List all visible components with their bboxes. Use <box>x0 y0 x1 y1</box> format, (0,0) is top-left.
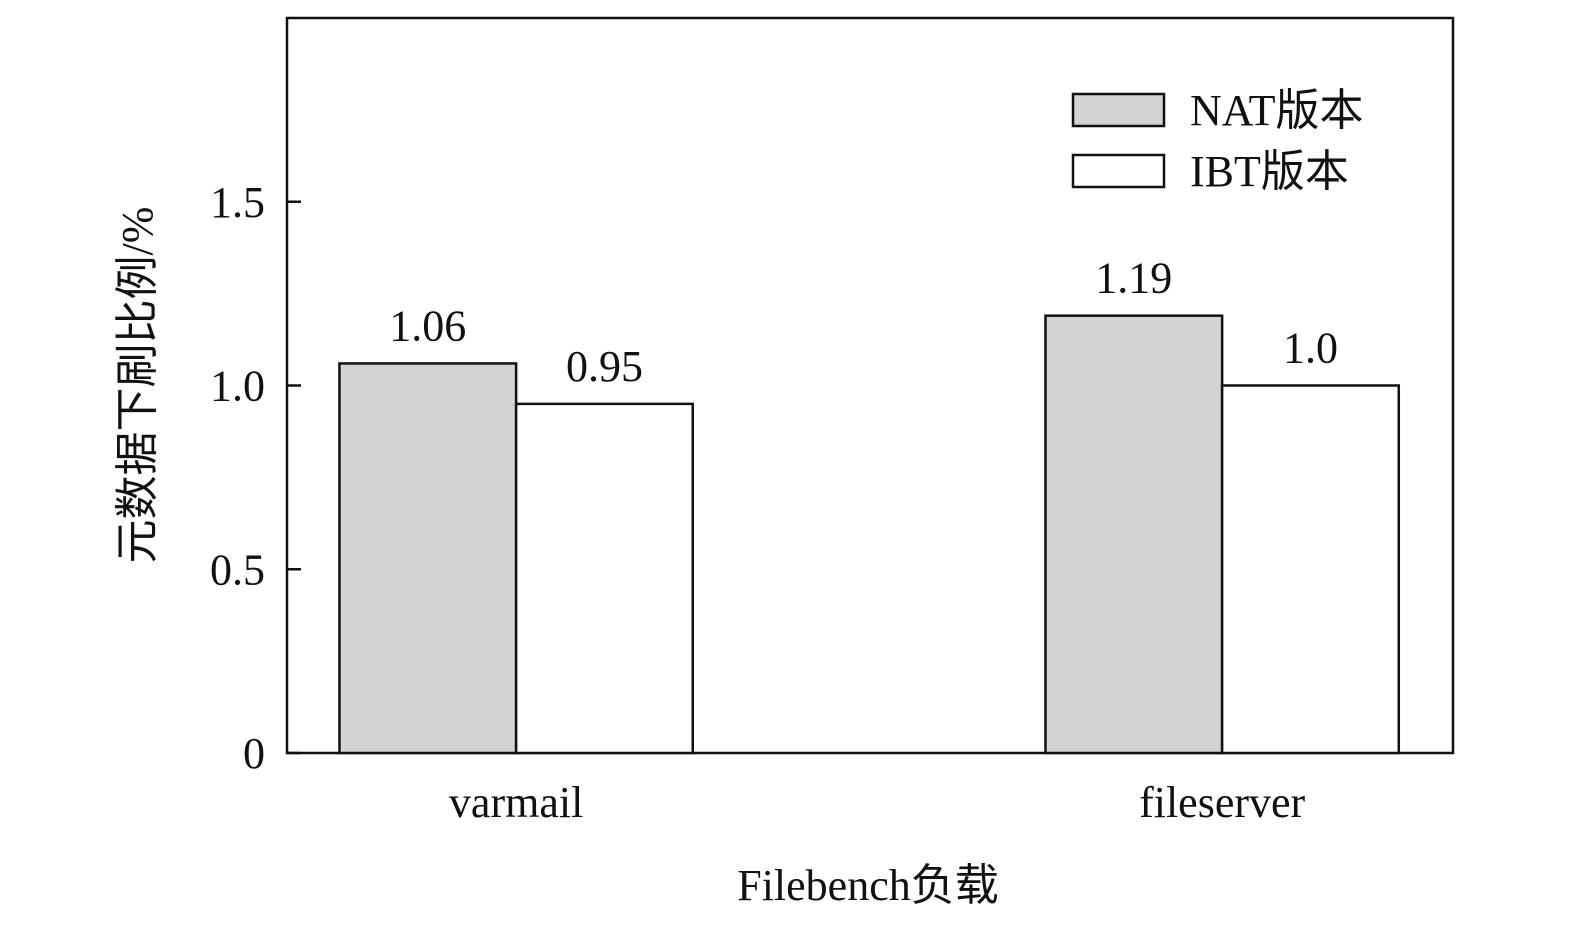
x-axis-title: Filebench负载 <box>737 861 999 910</box>
y-tick-label: 1.0 <box>210 362 265 411</box>
bar-varmail-series-0 <box>338 362 518 755</box>
legend-entry-label: IBT版本 <box>1190 147 1349 196</box>
bar-fileserver-series-0 <box>1044 314 1224 755</box>
x-tick-label: fileserver <box>1139 778 1305 827</box>
legend-swatch <box>1071 153 1166 189</box>
bar-varmail-series-1 <box>514 402 695 755</box>
legend-swatch <box>1071 92 1166 128</box>
y-tick-label: 0 <box>243 729 265 778</box>
legend: NAT版本 IBT版本 <box>1071 86 1364 196</box>
data-label: 0.95 <box>566 342 643 391</box>
legend-entry-label: NAT版本 <box>1190 86 1364 135</box>
data-label: 1.06 <box>389 301 466 350</box>
data-labels: 1.06 0.95 1.19 1.0 <box>389 254 1338 391</box>
data-label: 1.0 <box>1283 324 1338 373</box>
x-tick-label: varmail <box>449 778 583 827</box>
x-axis: varmail fileserver <box>449 778 1306 827</box>
y-axis: 0 0.5 1.0 1.5 <box>210 178 301 778</box>
y-tick-label: 1.5 <box>210 178 265 227</box>
y-tick-label: 0.5 <box>210 545 265 594</box>
data-label: 1.19 <box>1095 254 1172 303</box>
bar-fileserver-series-1 <box>1220 384 1401 755</box>
y-axis-title: 元数据下刷比例/% <box>113 207 162 564</box>
bars <box>338 314 1401 755</box>
